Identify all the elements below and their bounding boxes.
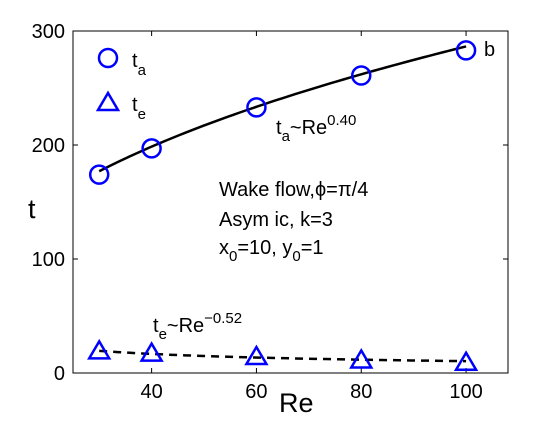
data-point-ta xyxy=(455,40,477,61)
ticks: 40 60 80 100 0 100 200 300 xyxy=(32,21,508,403)
y-tick-label: 300 xyxy=(32,21,65,43)
legend-label-ta: ta xyxy=(132,50,147,79)
fit-line-ta xyxy=(98,45,467,173)
x-tick-label: 60 xyxy=(245,381,267,403)
axes-frame xyxy=(72,30,509,374)
legend: ta te xyxy=(95,47,147,123)
x-tick-label: 40 xyxy=(140,381,162,403)
markers xyxy=(87,40,479,371)
legend-marker-triangle xyxy=(95,90,121,112)
fit-annotation-ta: ta~Re0.40 xyxy=(276,112,356,145)
legend-label-te: te xyxy=(132,94,146,123)
legend-marker-circle xyxy=(97,47,119,69)
y-tick-label: 200 xyxy=(32,135,65,157)
x-tick-label: 100 xyxy=(449,381,482,403)
fit-annotation-te: te~Re−0.52 xyxy=(153,310,242,343)
fit-lines xyxy=(98,45,467,363)
data-point-ta xyxy=(351,65,372,86)
plot-frame xyxy=(72,30,509,374)
info-line-1: Wake flow,ϕ=π/4 xyxy=(219,179,368,201)
data-point-ta xyxy=(88,164,110,185)
y-tick-label: 100 xyxy=(32,249,65,271)
data-point-te xyxy=(139,341,164,362)
data-point-ta xyxy=(246,97,267,118)
y-tick-label: 0 xyxy=(54,363,65,385)
y-axis-label: t xyxy=(28,194,36,224)
panel-label: b xyxy=(484,39,495,61)
data-point-te xyxy=(453,350,479,371)
data-point-te xyxy=(87,338,112,360)
x-axis-label: Re xyxy=(279,388,314,418)
info-line-2: Asym ic, k=3 xyxy=(219,209,333,231)
x-tick-label: 80 xyxy=(350,381,372,403)
data-point-te xyxy=(349,347,374,369)
data-point-ta xyxy=(141,138,162,159)
data-point-te xyxy=(244,344,269,366)
info-line-3: x0=10, y0=1 xyxy=(219,237,324,265)
fit-line-te xyxy=(99,349,467,363)
